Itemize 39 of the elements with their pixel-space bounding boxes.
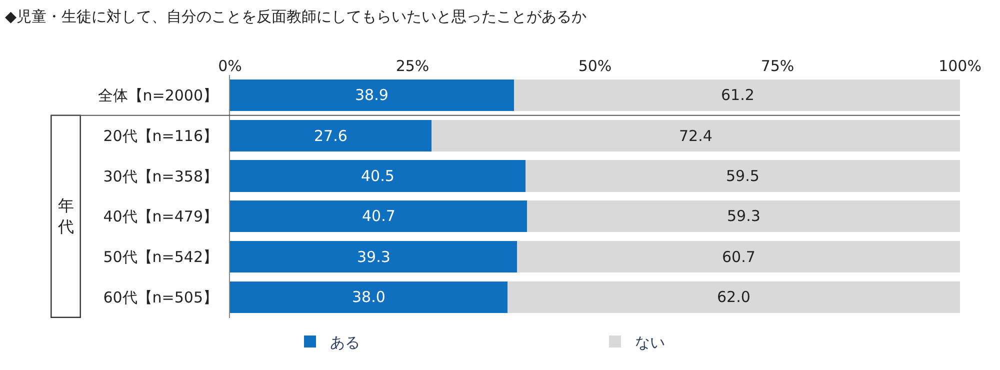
- y-tick-label: 30代【n=358】: [103, 167, 218, 186]
- y-tick-label: 40代【n=479】: [103, 208, 218, 226]
- bar: [230, 120, 432, 152]
- data-label: 39.3: [357, 248, 390, 266]
- bar: [507, 281, 960, 313]
- data-label: 40.5: [361, 167, 394, 185]
- x-tick-label: 0%: [218, 57, 242, 75]
- data-label: 72.4: [679, 127, 712, 145]
- bar: [527, 200, 960, 232]
- chart-title: ◆児童・生徒に対して、自分のことを反面教師にしてもらいたいと思ったことがあるか: [5, 8, 587, 26]
- bar: [230, 160, 526, 192]
- legend-label: ある: [330, 333, 360, 352]
- legend-label: ない: [635, 333, 665, 352]
- bar: [526, 160, 960, 192]
- bar: [230, 200, 528, 232]
- bar: [431, 120, 960, 152]
- bar: [230, 79, 514, 111]
- x-tick-label: 50%: [578, 57, 612, 75]
- bar: [516, 241, 960, 273]
- x-tick-label: 25%: [396, 57, 430, 75]
- bar: [230, 241, 517, 273]
- text: 年代: [57, 196, 74, 236]
- data-label: 60.7: [722, 248, 756, 266]
- data-label: 59.3: [727, 207, 760, 225]
- y-tick-label: 50代【n=542】: [103, 248, 218, 266]
- data-label: 61.2: [721, 86, 754, 104]
- data-label: 38.9: [355, 86, 388, 104]
- y-tick-label: 20代【n=116】: [103, 126, 218, 145]
- y-tick-label: 60代【n=505】: [103, 288, 218, 306]
- data-label: 38.0: [352, 288, 386, 306]
- x-tick-label: 75%: [760, 57, 794, 75]
- y-tick-label: 全体【n=2000】: [98, 86, 218, 104]
- x-tick-label: 100%: [938, 57, 982, 75]
- bar: [514, 79, 960, 111]
- data-label: 27.6: [314, 127, 348, 145]
- data-label: 40.7: [362, 207, 396, 225]
- data-label: 62.0: [717, 288, 750, 306]
- data-label: 59.5: [726, 167, 760, 185]
- bar: [230, 281, 508, 313]
